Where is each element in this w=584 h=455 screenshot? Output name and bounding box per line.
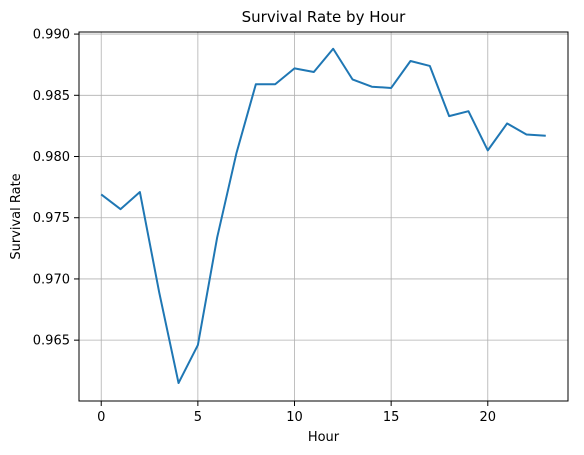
line-point: [408, 59, 413, 64]
line-point: [369, 84, 374, 89]
line-point: [273, 82, 278, 87]
y-tick-label: 0.990: [33, 28, 70, 43]
line-point: [524, 132, 529, 137]
line-point: [447, 114, 452, 119]
x-tick-label: 0: [97, 410, 105, 425]
x-axis-label: Hour: [308, 430, 340, 445]
x-tick-label: 10: [286, 410, 303, 425]
plot-layer: [99, 46, 548, 386]
line-point: [331, 46, 336, 51]
line-point: [350, 77, 355, 82]
y-tick-label: 0.985: [33, 89, 70, 104]
line-point: [234, 150, 239, 155]
survival-rate-line: [100, 47, 546, 385]
line-point: [427, 63, 432, 68]
y-tick-label: 0.975: [33, 211, 70, 226]
line-point: [485, 148, 490, 153]
line-point: [99, 192, 104, 197]
y-axis-label: Survival Rate: [9, 173, 24, 259]
axis-layer: 0 5 10 15 20 0.965 0.970 0.975 0.980 0.985 0.990: [33, 28, 496, 425]
line-point: [215, 235, 220, 240]
line-point: [389, 85, 394, 90]
line-point: [253, 82, 258, 87]
grid-layer: [79, 32, 568, 401]
line-point: [157, 290, 162, 295]
x-tick-label: 15: [383, 410, 400, 425]
line-point: [137, 190, 142, 195]
line-point: [176, 381, 181, 386]
x-tick-label: 5: [194, 410, 202, 425]
line-point: [466, 109, 471, 114]
line-point: [118, 207, 123, 212]
y-tick-label: 0.965: [33, 334, 70, 349]
chart-title: Survival Rate by Hour: [242, 8, 407, 26]
line-point: [543, 133, 548, 138]
line-point: [292, 66, 297, 71]
line-point: [195, 343, 200, 348]
plot-frame: [78, 31, 569, 402]
y-tick-label: 0.970: [33, 272, 70, 287]
x-tick-label: 20: [480, 410, 497, 425]
line-point: [505, 121, 510, 126]
y-tick-label: 0.980: [33, 150, 70, 165]
line-point: [311, 70, 316, 75]
